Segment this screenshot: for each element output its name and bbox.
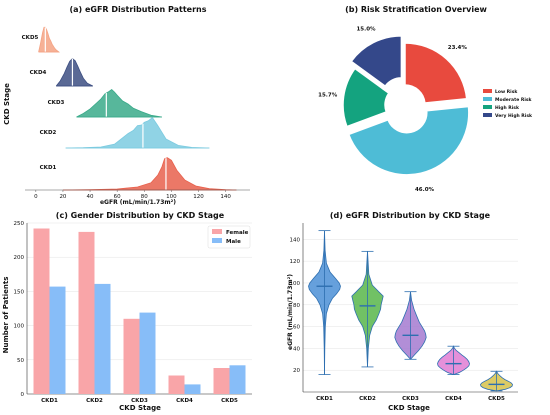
legend-label: High Risk [495,105,520,111]
panel-a-x-tick-label: 80 [141,194,148,200]
ridge-ckd4 [55,58,93,87]
panel-d-ylabel: eGFR (mL/min/1.73m²) [287,274,294,350]
panel-d-y-tick-label: 100 [290,281,301,287]
bar-male-ckd1 [49,286,66,394]
panel-a-x-tick-label: 100 [166,194,177,200]
panel-a-x-tick-label: 20 [59,194,66,200]
legend-label: Moderate Risk [495,97,533,103]
panel-a-ridges: CKD5 CKD4 CKD3 CKD2 CKD1 [22,26,237,191]
panel-d-x-tick-label: CKD4 [445,396,462,402]
panel-d-x-tick-label: CKD5 [488,396,505,402]
bar-male-ckd5 [229,365,246,394]
panel-a-xlabel: eGFR (mL/min/1.73m²) [100,199,176,206]
legend-swatch-very-high-risk [483,113,492,117]
donut-slice-high-risk [342,67,390,128]
panel-c-x-tick-label: CKD5 [221,398,238,404]
panel-d-y-tick-label: 60 [293,325,300,331]
panel-c-x-tick-label: CKD3 [131,398,148,404]
donut-hole [387,87,423,123]
panel-a-ridgeline: (a) eGFR Distribution Patterns CKD Stage… [3,5,250,206]
panel-d-violins: (d) eGFR Distribution by CKD Stage eGFR … [287,211,518,412]
panel-d-y-tick-label: 20 [293,368,300,374]
legend-label: Low Risk [495,89,518,95]
panel-c-xlabel: CKD Stage [119,404,161,412]
panel-c-x-tick-label: CKD2 [86,398,103,404]
bar-male-ckd4 [184,384,201,394]
donut-slice-low-risk [404,42,468,104]
panel-d-xlabel: CKD Stage [388,404,430,412]
panel-d-y-tick-label: 140 [290,237,301,243]
donut-pct-label: 15.7% [318,92,338,98]
panel-a-ylabel: CKD Stage [3,83,11,125]
panel-b-title: (b) Risk Stratification Overview [345,5,487,14]
bar-female-ckd4 [168,375,185,394]
panel-d-title: (d) eGFR Distribution by CKD Stage [330,211,491,220]
donut-slice-very-high-risk [350,35,403,88]
panel-b-donut: (b) Risk Stratification Overview 23.4% 46… [318,5,533,193]
panel-a-x-tick-label: 40 [87,194,94,200]
panel-a-x-tick-label: 60 [114,194,121,200]
panel-a-x-tick-label: 120 [193,194,204,200]
donut-pct-label: 23.4% [448,45,468,51]
panel-d-y-tick-label: 120 [290,259,301,265]
ridge-ckd1 [62,157,237,191]
donut-slice-moderate-risk [347,105,470,176]
bar-female-ckd1 [33,228,50,394]
panel-c-y-tick-label: 250 [14,221,25,227]
ridge-label-ckd5: CKD5 [22,35,39,41]
legend-swatch-male [212,238,222,243]
bar-female-ckd2 [78,231,95,394]
panel-c-y-tick-label: 0 [21,392,25,398]
panel-d-y-tick-label: 80 [293,303,300,309]
legend-label: Male [226,239,241,245]
panel-b-slices [342,35,470,176]
ridge-label-ckd3: CKD3 [48,100,65,106]
donut-pct-label: 15.0% [356,26,376,32]
panel-d-x-tick-label: CKD3 [402,396,419,402]
panel-c-y-tick-label: 50 [17,358,24,364]
bar-male-ckd3 [139,312,156,394]
panel-a-x-ticks: 0 20 40 60 80 100 120 140 [34,190,231,200]
ridge-ckd2 [65,117,210,149]
legend-swatch-moderate-risk [483,97,492,101]
panel-c-ylabel: Number of Patients [2,277,10,354]
ridge-label-ckd2: CKD2 [40,130,57,136]
panel-c-y-tick-label: 100 [14,324,25,330]
panel-a-title: (a) eGFR Distribution Patterns [69,5,206,14]
legend-label: Very High Risk [495,113,533,119]
panel-d-ticks: 20 40 60 80 100 120 140 CKD1 CKD2 CKD3 CKD4 CKD5 [290,237,506,402]
panel-d-x-tick-label: CKD1 [316,396,333,402]
panel-c-bars [33,228,246,394]
bar-male-ckd2 [94,283,111,394]
legend-swatch-female [212,229,222,234]
legend-swatch-high-risk [483,105,492,109]
ridge-label-ckd4: CKD4 [30,70,47,76]
panel-c-grouped-bars: (c) Gender Distribution by CKD Stage Num… [2,211,252,412]
panel-b-pct-labels: 23.4% 46.0% 15.7% 15.0% [318,26,467,192]
legend-label: Female [226,230,249,236]
ridge-label-ckd1: CKD1 [40,165,57,171]
panel-d-violin-shapes [308,230,513,392]
panel-c-ticks: 0 50 100 150 200 250 CKD1 CKD2 CKD3 CKD4 CKD5 [14,221,239,404]
bar-female-ckd3 [123,318,140,394]
panel-c-x-tick-label: CKD1 [41,398,58,404]
panel-d-y-tick-label: 40 [293,346,300,352]
donut-pct-label: 46.0% [415,187,435,193]
panel-c-x-tick-label: CKD4 [176,398,193,404]
legend-swatch-low-risk [483,89,492,93]
panel-d-grid [302,223,518,393]
bar-female-ckd5 [213,368,230,394]
ridge-ckd3 [76,88,162,118]
panel-c-legend: Female Male [207,225,251,249]
panel-a-x-tick-label: 0 [34,194,38,200]
panel-b-legend: Low Risk Moderate Risk High Risk Very High … [483,89,533,119]
panel-c-y-tick-label: 200 [14,255,25,261]
panel-c-title: (c) Gender Distribution by CKD Stage [56,211,225,220]
panel-c-y-tick-label: 150 [14,289,25,295]
panel-a-x-tick-label: 140 [220,194,231,200]
ridge-ckd5 [38,26,61,53]
panel-d-x-tick-label: CKD2 [359,396,376,402]
